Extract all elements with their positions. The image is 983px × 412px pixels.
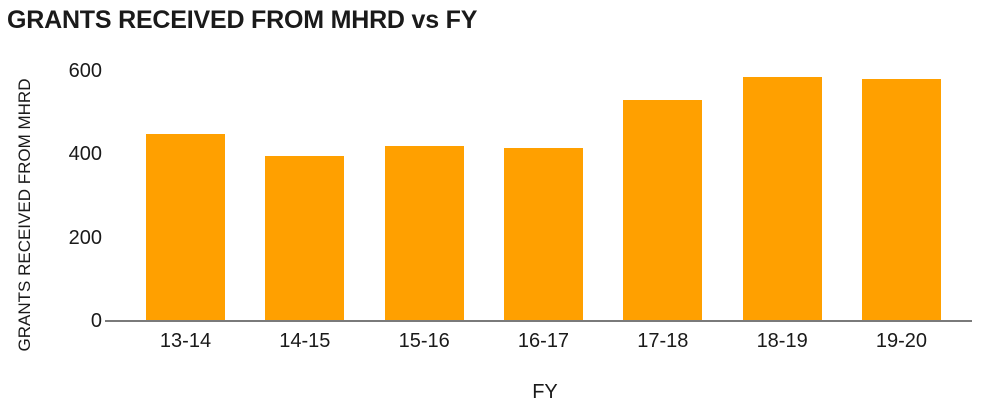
x-tick-label: 17-18 [637,330,689,352]
x-axis-line [105,320,972,322]
bar-16-17 [503,148,583,321]
x-tick-label: 14-15 [279,330,331,352]
x-tick-label: 16-17 [517,330,570,352]
x-tick-label: 13-14 [159,330,212,352]
bar-13-14 [146,133,225,321]
y-tick-label: 600 [68,60,102,82]
bar-18-19 [742,77,822,321]
bar-17-18 [623,100,703,321]
chart-title: GRANTS RECEIVED FROM MHRD vs FY [7,6,478,34]
y-tick-label: 200 [68,226,102,249]
y-tick-label: 0 [90,310,102,332]
bar-15-16 [384,146,464,321]
bar-14-15 [265,156,345,321]
x-tick-label: 15-16 [398,330,450,352]
x-tick-label: 18-19 [756,330,808,352]
y-tick-label: 400 [68,143,102,166]
y-axis-title: GRANTS RECEIVED FROM MHRD [15,78,34,352]
x-axis-title: FY [532,381,558,403]
bar-19-20 [861,79,941,321]
x-tick-label: 19-20 [875,330,928,352]
